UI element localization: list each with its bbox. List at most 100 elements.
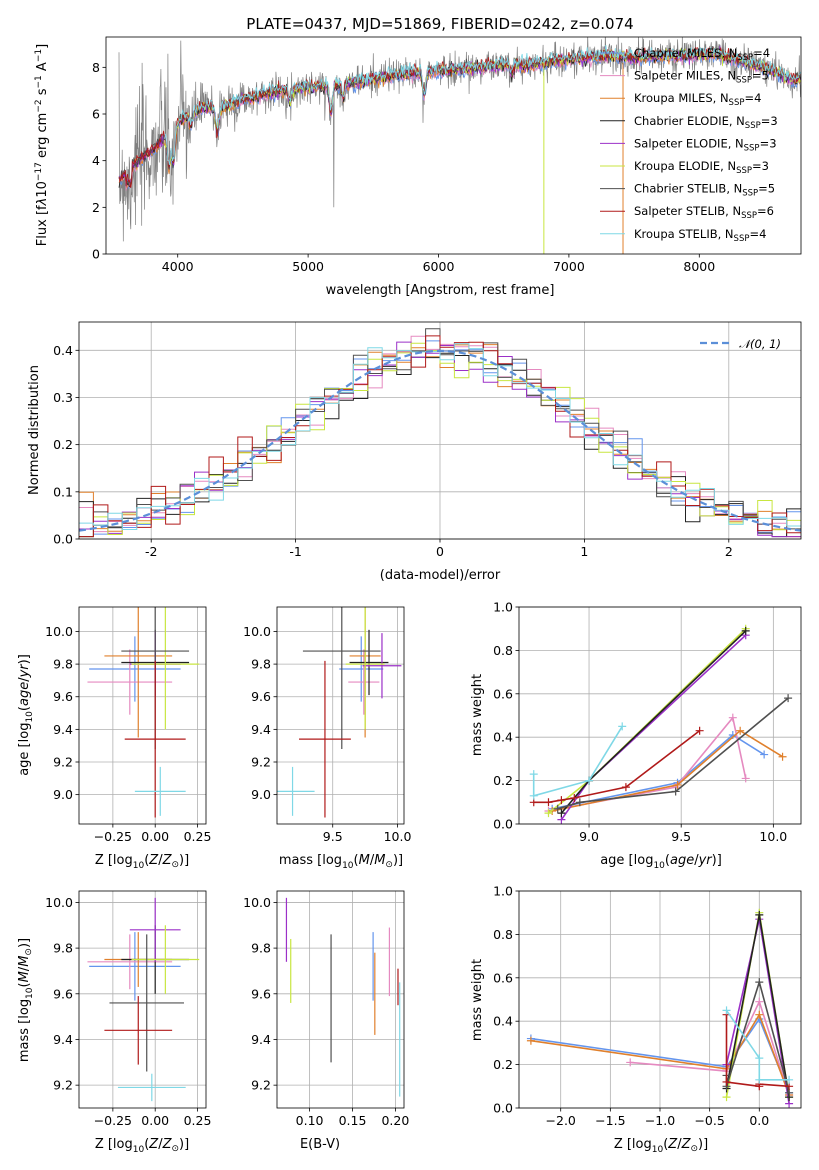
plot-area [87, 607, 200, 818]
y-tick-label: 0.3 [53, 390, 73, 405]
x-tick-label: 0.20 [381, 1113, 409, 1128]
plot-area [526, 908, 794, 1108]
weight-marker [544, 809, 553, 818]
y-tick-label: 9.8 [251, 657, 271, 672]
x-tick-label: 0.15 [339, 1113, 367, 1128]
y-tick-label: 8 [92, 60, 100, 75]
weight-marker [741, 774, 750, 783]
weight-marker [621, 783, 630, 792]
y-tick-label: 10.0 [45, 895, 73, 910]
y-tick-label: 9.6 [251, 689, 271, 704]
x-tick-label: -1 [289, 544, 301, 559]
weight-marker [695, 726, 704, 735]
weight-line [532, 725, 623, 797]
weight-marker [575, 798, 584, 807]
y-tick-label: 0.6 [493, 970, 513, 985]
x-tick-label: −1.0 [645, 1113, 675, 1128]
plot-area [277, 607, 402, 818]
x-tick-label: 7000 [553, 259, 585, 274]
y-tick-label: 0.1 [53, 484, 73, 499]
weight-marker [784, 694, 793, 703]
y-tick-label: 0.0 [493, 817, 513, 832]
legend-label: Chabrier ELODIE, NSSP=3 [634, 114, 778, 131]
weight-marker [722, 1006, 731, 1015]
weight-marker [544, 798, 553, 807]
plot-area [285, 897, 401, 1097]
legend-rest: =3 [752, 159, 769, 173]
y-tick-label: 0.4 [493, 730, 513, 745]
weight-vs-age-plot: age [log10(age/yr)] mass weight 9.0 9.5 10… [470, 600, 802, 871]
y-axis-label: age [log10(age/yr)] [17, 654, 35, 776]
x-tick-label: 0.00 [141, 829, 169, 844]
legend-sub: SSP [729, 98, 745, 108]
axes-frame [276, 890, 405, 1109]
weight-marker [728, 713, 737, 722]
legend-sub: SSP [742, 189, 758, 199]
plot-area [529, 624, 793, 824]
plot-area [118, 37, 801, 254]
axes-frame [105, 36, 802, 255]
x-tick-label: 0.25 [184, 1113, 212, 1128]
y-tick-label: 9.6 [53, 986, 73, 1001]
histogram-step [79, 335, 801, 538]
x-tick-label: 0 [436, 544, 444, 559]
legend-label: Salpeter MILES, NSSP=5 [634, 69, 769, 86]
y-tick-label: 9.8 [53, 941, 73, 956]
weight-marker [722, 1093, 731, 1102]
weight-marker [671, 787, 680, 796]
weight-line [552, 734, 765, 810]
axes-frame [518, 606, 802, 825]
weight-line [725, 1009, 790, 1081]
legend-label: Chabrier MILES, NSSP=4 [634, 46, 770, 63]
y-tick-label: 9.0 [251, 787, 271, 802]
legend-label: Chabrier STELIB, NSSP=5 [634, 182, 775, 199]
weight-vs-metallicity-plot: Z [log10(Z/Z⊙)] mass weight −2.0 −1.5 −1.0… [470, 884, 802, 1155]
weight-marker [557, 796, 566, 805]
x-tick-label: −0.25 [94, 829, 132, 844]
legend-sub: SSP [745, 121, 761, 131]
weight-marker [722, 1077, 731, 1086]
weight-marker [755, 1054, 764, 1063]
model-spectrum-line [164, 44, 801, 165]
legend-rest: =3 [760, 136, 777, 150]
y-tick-label: 9.2 [53, 755, 73, 770]
axes-frame [78, 321, 802, 540]
weight-marker [760, 750, 769, 759]
weight-marker [755, 910, 764, 919]
weight-marker [755, 978, 764, 987]
y-tick-label: 10.0 [243, 895, 271, 910]
x-axis-label: (data-model)/error [380, 568, 501, 583]
plot-area [87, 897, 200, 1102]
y-tick-label: 9.4 [53, 722, 73, 737]
residual-histogram-plot: (data-model)/error Normed distribution -… [27, 321, 802, 583]
x-tick-label: 9.5 [671, 829, 691, 844]
x-axis-label: age [log10(age/yr)] [600, 853, 722, 871]
y-tick-label: 0.2 [493, 1057, 513, 1072]
x-tick-label: 0.0 [749, 1113, 769, 1128]
y-axis-label: mass weight [470, 674, 485, 756]
y-tick-label: 6 [92, 107, 100, 122]
weight-marker [778, 752, 787, 761]
weight-marker [755, 1075, 764, 1084]
mass-vs-metallicity-plot: Z [log10(Z/Z⊙)] mass [log10(M/M⊙)] −0.25… [17, 890, 212, 1155]
weight-marker [585, 776, 594, 785]
age-vs-mass-plot: mass [log10(M/M⊙)] 9.5 10.0 9.0 9.2 9.4 9.6 9.… [243, 606, 411, 871]
weight-marker [526, 1036, 535, 1045]
legend-label: Salpeter ELODIE, NSSP=3 [634, 136, 777, 153]
y-tick-label: 9.4 [251, 722, 271, 737]
legend-rest: =5 [758, 182, 775, 196]
weight-marker [626, 1058, 635, 1067]
histogram-step [79, 343, 801, 530]
y-tick-label: 2 [92, 200, 100, 215]
gaussian-curve [79, 349, 801, 532]
axes-frame [518, 890, 802, 1109]
mass-vs-extinction-plot: E(B-V) 0.10 0.15 0.20 9.2 9.4 9.6 9.8 10.0 [243, 890, 409, 1152]
y-tick-label: 0.2 [493, 773, 513, 788]
legend-sub: SSP [734, 234, 750, 244]
x-tick-label: 5000 [292, 259, 324, 274]
legend-sub: SSP [741, 211, 757, 221]
y-axis-label: mass weight [470, 959, 485, 1041]
weight-marker [673, 780, 682, 789]
weight-line [557, 697, 789, 810]
